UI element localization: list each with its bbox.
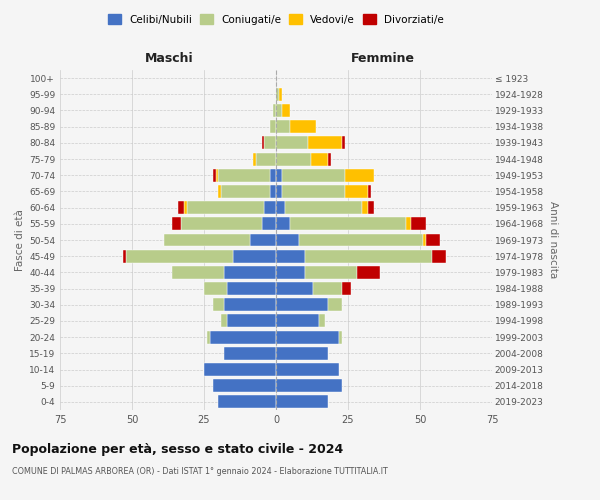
Bar — [362, 201, 368, 214]
Bar — [276, 169, 282, 181]
Bar — [342, 136, 345, 149]
Bar — [212, 298, 224, 311]
Bar — [282, 169, 345, 181]
Bar — [311, 152, 328, 166]
Bar — [172, 266, 224, 279]
Bar — [276, 104, 282, 117]
Bar — [284, 201, 362, 214]
Text: COMUNE DI PALMAS ARBOREA (OR) - Dati ISTAT 1° gennaio 2024 - Elaborazione TUTTIT: COMUNE DI PALMAS ARBOREA (OR) - Dati IST… — [12, 468, 388, 476]
Bar — [276, 379, 342, 392]
Bar — [221, 185, 270, 198]
Bar — [426, 234, 440, 246]
Text: Maschi: Maschi — [145, 52, 194, 65]
Bar — [276, 363, 340, 376]
Bar — [212, 379, 276, 392]
Bar — [262, 136, 265, 149]
Bar — [342, 282, 351, 295]
Bar — [172, 218, 181, 230]
Bar — [412, 218, 426, 230]
Bar — [178, 201, 184, 214]
Bar — [184, 201, 187, 214]
Bar — [227, 314, 276, 328]
Bar — [256, 152, 276, 166]
Bar — [204, 282, 227, 295]
Bar — [212, 169, 215, 181]
Bar — [207, 330, 210, 344]
Bar — [224, 298, 276, 311]
Bar — [262, 218, 276, 230]
Bar — [305, 250, 431, 262]
Bar — [313, 282, 342, 295]
Bar — [224, 266, 276, 279]
Bar — [276, 234, 299, 246]
Bar — [253, 152, 256, 166]
Bar — [273, 104, 276, 117]
Bar — [276, 88, 279, 101]
Bar — [276, 330, 340, 344]
Bar — [224, 347, 276, 360]
Bar — [431, 250, 446, 262]
Bar — [215, 169, 218, 181]
Bar — [218, 396, 276, 408]
Bar — [124, 250, 126, 262]
Bar — [270, 185, 276, 198]
Bar — [210, 330, 276, 344]
Bar — [276, 201, 284, 214]
Bar — [276, 218, 290, 230]
Bar — [265, 201, 276, 214]
Bar — [218, 169, 270, 181]
Bar — [282, 185, 345, 198]
Bar — [356, 266, 380, 279]
Bar — [270, 169, 276, 181]
Bar — [276, 266, 305, 279]
Bar — [164, 234, 250, 246]
Bar — [204, 363, 276, 376]
Bar — [276, 298, 328, 311]
Bar — [276, 152, 311, 166]
Bar — [187, 201, 265, 214]
Bar — [290, 120, 316, 133]
Bar — [328, 298, 342, 311]
Bar — [290, 218, 406, 230]
Bar — [319, 314, 325, 328]
Bar — [368, 185, 371, 198]
Bar — [265, 136, 276, 149]
Bar — [126, 250, 233, 262]
Bar — [305, 266, 356, 279]
Bar — [276, 314, 319, 328]
Bar — [250, 234, 276, 246]
Y-axis label: Anni di nascita: Anni di nascita — [548, 202, 558, 278]
Legend: Celibi/Nubili, Coniugati/e, Vedovi/e, Divorziati/e: Celibi/Nubili, Coniugati/e, Vedovi/e, Di… — [104, 10, 448, 29]
Bar — [233, 250, 276, 262]
Bar — [328, 152, 331, 166]
Bar — [276, 396, 328, 408]
Bar — [406, 218, 412, 230]
Bar — [345, 185, 368, 198]
Bar — [368, 201, 374, 214]
Bar — [279, 88, 282, 101]
Bar — [276, 136, 308, 149]
Bar — [299, 234, 423, 246]
Bar — [276, 347, 328, 360]
Bar — [270, 120, 276, 133]
Bar — [282, 104, 290, 117]
Bar — [340, 330, 342, 344]
Bar — [308, 136, 342, 149]
Bar — [345, 169, 374, 181]
Y-axis label: Fasce di età: Fasce di età — [15, 209, 25, 271]
Bar — [221, 314, 227, 328]
Bar — [276, 185, 282, 198]
Text: Popolazione per età, sesso e stato civile - 2024: Popolazione per età, sesso e stato civil… — [12, 442, 343, 456]
Bar — [276, 120, 290, 133]
Bar — [218, 185, 221, 198]
Bar — [227, 282, 276, 295]
Text: Femmine: Femmine — [350, 52, 415, 65]
Bar — [276, 282, 313, 295]
Bar — [423, 234, 426, 246]
Bar — [276, 250, 305, 262]
Bar — [181, 218, 262, 230]
